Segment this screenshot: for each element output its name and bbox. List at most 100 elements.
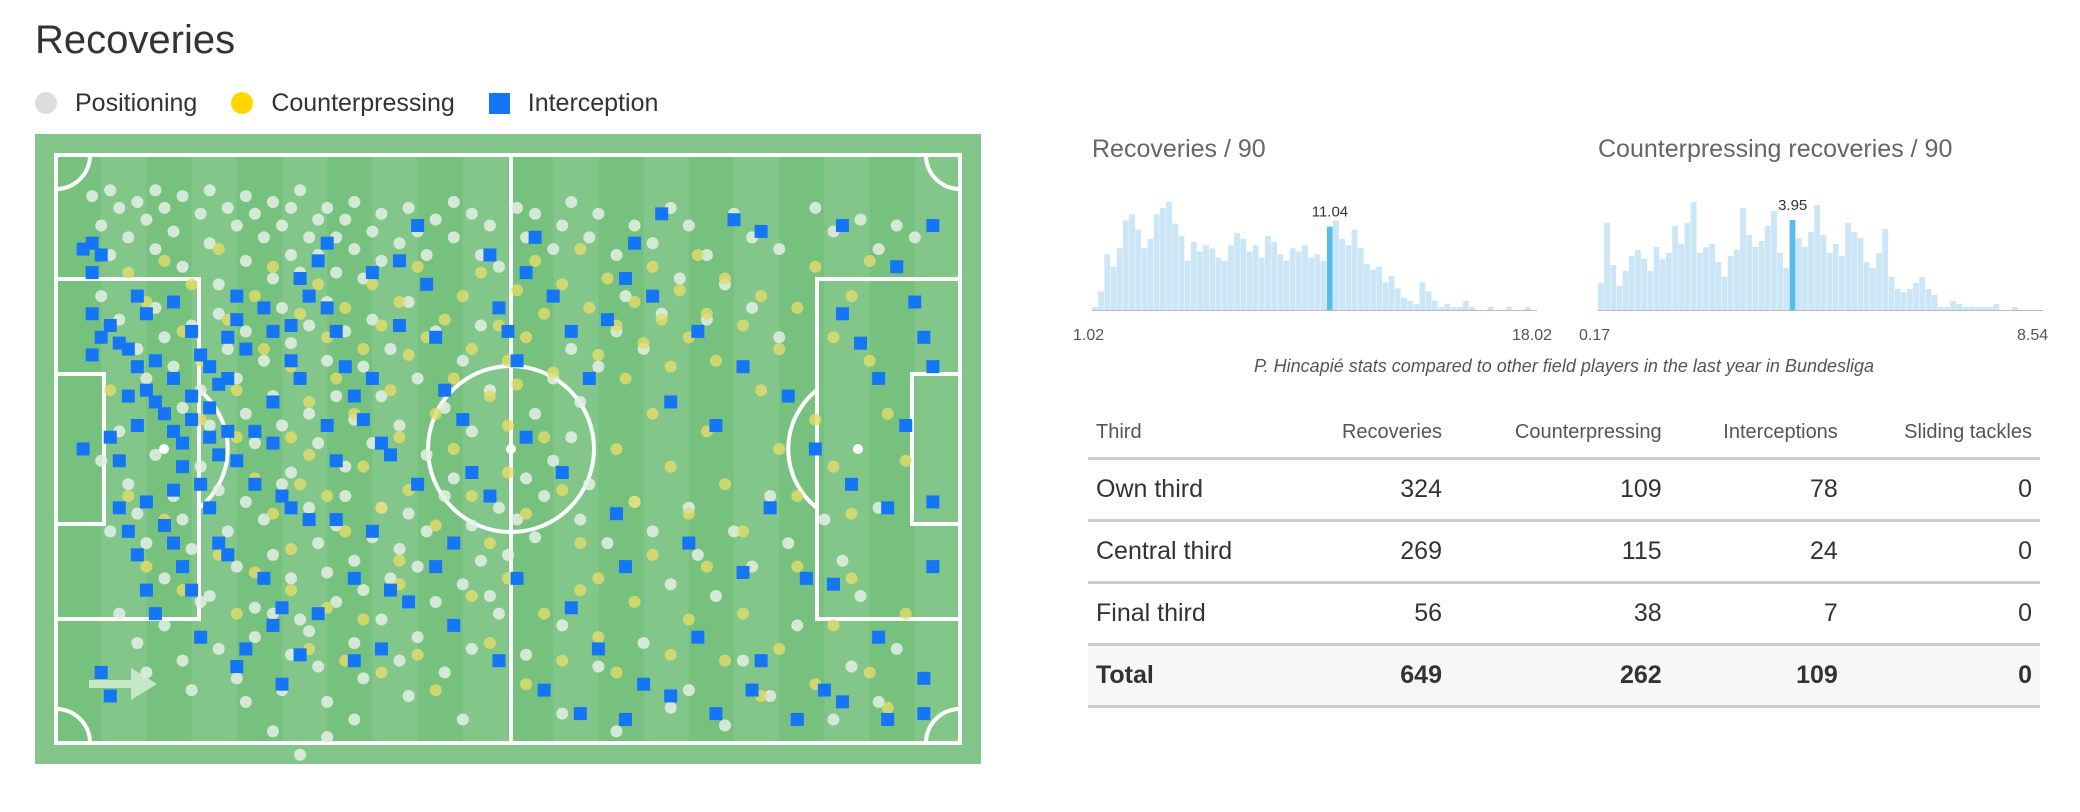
counterpressing-point	[366, 278, 379, 291]
positioning-point	[321, 731, 334, 744]
interception-point	[266, 324, 280, 338]
recoveries-hist-bar	[1141, 248, 1148, 310]
recoveries-hist-bar	[1388, 276, 1395, 310]
counterpressing-hist-bar	[1721, 277, 1728, 310]
counterpressing-point	[104, 384, 117, 397]
recoveries-hist-bar	[1401, 297, 1407, 310]
interception-point	[393, 319, 407, 333]
recoveries-hist-bar	[1376, 266, 1383, 310]
positioning-point	[456, 354, 469, 367]
interception-point	[609, 507, 623, 521]
recoveries-per90-title: Recoveries / 90	[1092, 135, 1266, 163]
counterpressing-hist-bar	[1703, 247, 1709, 310]
positioning-point	[429, 213, 442, 226]
positioning-point	[294, 184, 307, 197]
interception-point	[835, 695, 849, 709]
positioning-point	[239, 254, 252, 267]
counterpressing-point	[646, 407, 659, 420]
positioning-point	[104, 525, 117, 538]
recoveries-hist-bar	[1370, 269, 1376, 310]
positioning-point	[176, 260, 189, 273]
interception-point	[257, 301, 271, 315]
interception-point	[103, 319, 117, 333]
positioning-point	[791, 619, 804, 632]
counterpressing-hist-bar	[1653, 247, 1660, 310]
recoveries-hist-bar	[1295, 251, 1302, 310]
recoveries-hist-bar	[1320, 260, 1327, 310]
interception-point	[203, 501, 217, 515]
legend-item-counterpressing[interactable]: Counterpressing	[231, 89, 455, 118]
interception-point	[320, 418, 334, 432]
counterpressing-point	[845, 572, 858, 585]
counterpressing-hist-bar	[1968, 307, 1975, 310]
counterpressing-hist-bar	[1690, 202, 1697, 310]
recoveries-hist-bar	[1234, 232, 1240, 310]
counterpressing-point	[520, 678, 533, 691]
recoveries-hist-bar	[1382, 282, 1389, 310]
legend-item-interception[interactable]: Interception	[488, 88, 659, 118]
interception-point	[130, 360, 144, 374]
positioning-point	[95, 290, 108, 303]
interception-point	[347, 654, 361, 668]
positioning-point	[339, 213, 352, 226]
positioning-point	[375, 613, 388, 626]
legend-label-interception: Interception	[527, 88, 659, 117]
positioning-point	[312, 537, 325, 550]
counterpressing-point	[375, 501, 388, 514]
cell-third: Central third	[1088, 520, 1294, 584]
positioning-point	[230, 560, 243, 573]
interception-point	[167, 536, 181, 550]
header-third: Third	[1088, 407, 1294, 460]
positioning-point	[538, 490, 551, 503]
interception-point	[176, 460, 190, 474]
interception-point	[365, 371, 379, 385]
positioning-point	[673, 272, 686, 285]
legend-item-positioning[interactable]: Positioning	[35, 89, 197, 118]
positioning-point	[854, 213, 867, 226]
interception-point	[130, 289, 144, 303]
positioning-point	[321, 566, 334, 579]
interception-point	[619, 271, 633, 285]
counterpressing-point	[230, 607, 243, 620]
counterpressing-point	[809, 260, 822, 273]
positioning-point	[95, 219, 108, 232]
positioning-point	[764, 490, 777, 503]
interception-point	[917, 671, 931, 685]
interception-point	[600, 313, 614, 327]
positioning-point	[158, 201, 171, 214]
interception-point	[311, 607, 325, 621]
counterpressing-point	[447, 372, 460, 385]
positioning-point	[474, 319, 487, 332]
left-goal-area	[54, 372, 106, 526]
counterpressing-point	[456, 290, 469, 303]
positioning-point	[502, 548, 514, 561]
counterpressing-hist-bar	[1913, 283, 1919, 310]
counterpressing-point	[483, 537, 496, 550]
positioning-point	[447, 472, 460, 485]
recoveries-hist-bar	[1159, 208, 1166, 310]
interception-point	[121, 524, 135, 538]
counterpressing-hist-bar	[1678, 244, 1685, 310]
counterpressing-hist-bar	[1628, 256, 1635, 310]
counterpressing-hist-bar	[1684, 223, 1691, 310]
positioning-point	[86, 190, 99, 203]
counterpressing-point	[574, 584, 587, 597]
cell-interceptions: 109	[1669, 644, 1846, 708]
counterpressing-hist-bar	[1863, 262, 1870, 310]
counterpressing-point	[773, 443, 786, 455]
interception-point	[917, 707, 931, 721]
interception-point	[85, 266, 99, 280]
attack-direction-arrow-icon	[89, 668, 157, 700]
positioning-point	[230, 219, 243, 232]
counterpressing-hist-bar	[1635, 250, 1641, 310]
positioning-point	[429, 595, 442, 608]
recoveries-hist-bar	[1166, 202, 1172, 310]
positioning-point	[212, 484, 225, 497]
counterpressing-point	[737, 607, 750, 620]
counterpressing-point	[538, 607, 551, 620]
recoveries-hist-bar	[1462, 300, 1469, 310]
header-interceptions: Interceptions	[1669, 407, 1846, 460]
counterpressing-point	[285, 431, 298, 444]
positioning-point	[221, 343, 234, 356]
counterpressing-point	[474, 266, 487, 279]
